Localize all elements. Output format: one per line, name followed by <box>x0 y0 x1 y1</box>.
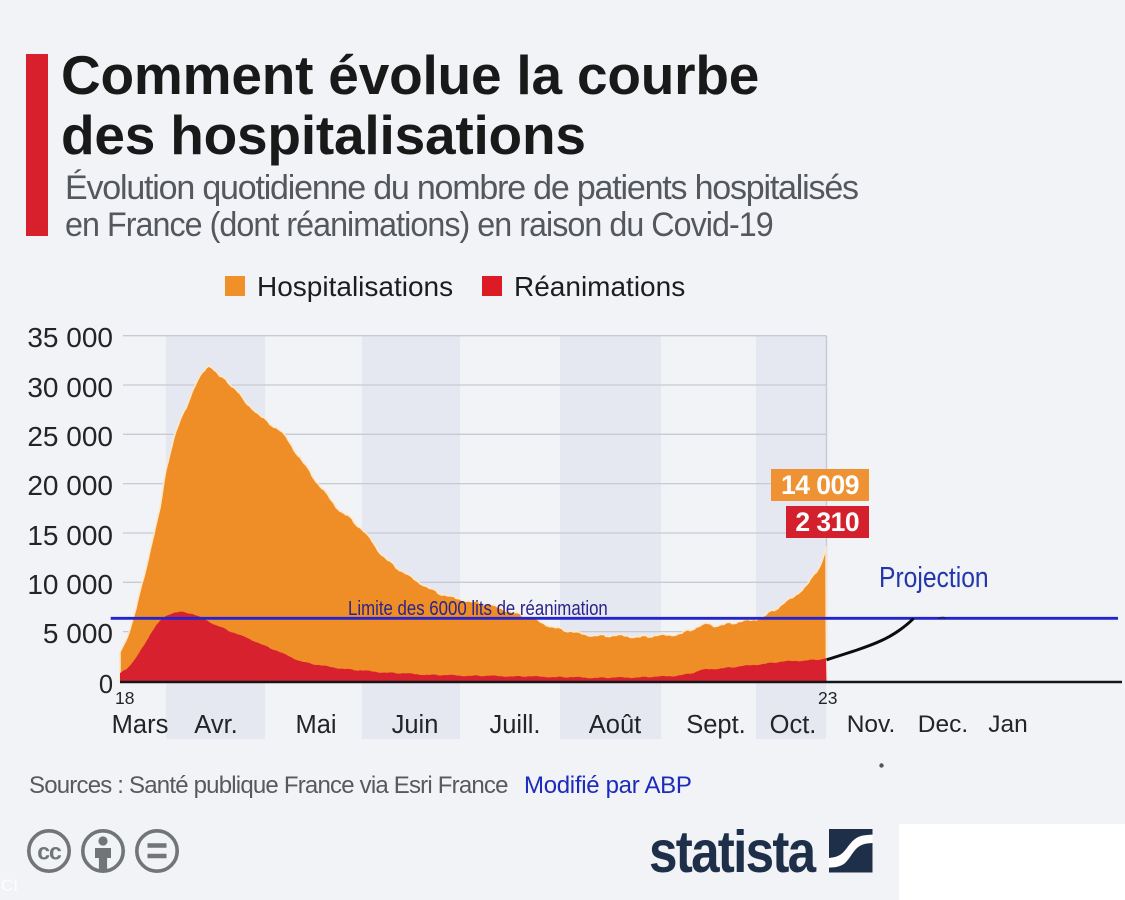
svg-text:cc: cc <box>37 839 62 865</box>
